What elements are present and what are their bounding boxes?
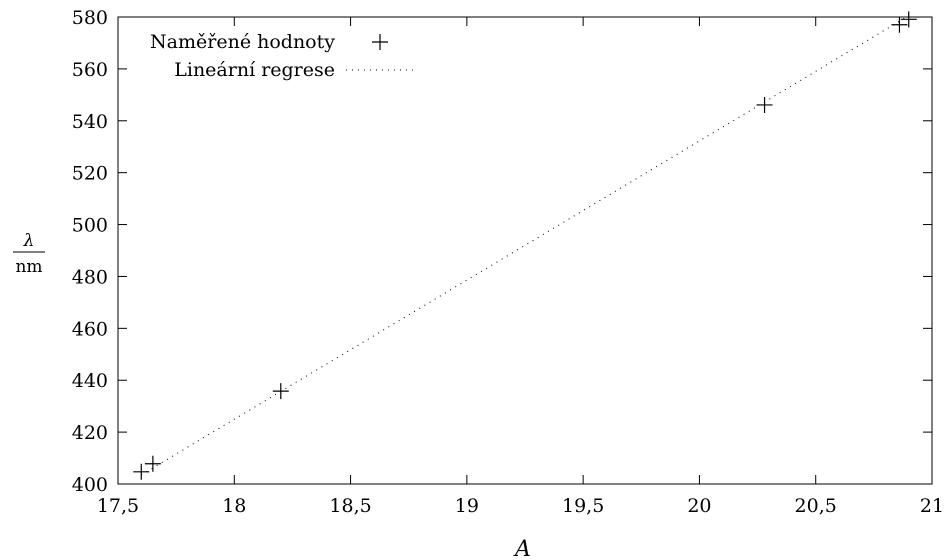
y-tick-label: 580	[72, 7, 108, 29]
data-point-plus	[891, 16, 908, 33]
y-tick-label: 560	[72, 59, 108, 81]
data-point-plus	[144, 455, 161, 472]
x-tick-label: 17,5	[97, 495, 139, 517]
y-axis-label-numerator: λ	[23, 231, 35, 251]
x-tick-label: 19	[455, 495, 479, 517]
legend-marker-plus	[372, 34, 388, 50]
data-point-plus	[900, 11, 917, 28]
y-axis-label: λ nm	[13, 231, 45, 277]
y-axis-label-denominator: nm	[15, 257, 42, 277]
ticks-layer: 17,5 18 18,5 19 19,5 20 20,5 21 400 420 440 460 480 5…	[72, 7, 944, 517]
y-tick-label: 400	[72, 474, 108, 496]
x-tick-label: 19,5	[562, 495, 604, 517]
data-point-plus	[756, 96, 773, 113]
y-tick-label: 420	[72, 422, 108, 444]
y-tick-label: 540	[72, 111, 108, 133]
x-axis-label: A	[513, 537, 531, 560]
y-tick-label: 440	[72, 370, 108, 392]
x-tick-label: 20,5	[795, 495, 837, 517]
series-layer	[133, 11, 917, 480]
y-tick-label: 520	[72, 163, 108, 185]
x-tick-label: 18	[222, 495, 246, 517]
legend: Naměřené hodnoty Lineární regrese	[150, 31, 414, 81]
legend-label-regression: Lineární regrese	[174, 59, 335, 81]
data-point-plus	[272, 383, 289, 400]
x-tick-label: 21	[920, 495, 944, 517]
regression-line	[141, 15, 909, 476]
legend-label-measured: Naměřené hodnoty	[150, 31, 335, 53]
data-point-plus	[133, 463, 150, 480]
y-tick-label: 460	[72, 318, 108, 340]
y-tick-label: 480	[72, 266, 108, 288]
x-tick-label: 20	[687, 495, 711, 517]
plot-frame	[117, 16, 933, 485]
y-tick-label: 500	[72, 215, 108, 237]
x-tick-label: 18,5	[329, 495, 371, 517]
